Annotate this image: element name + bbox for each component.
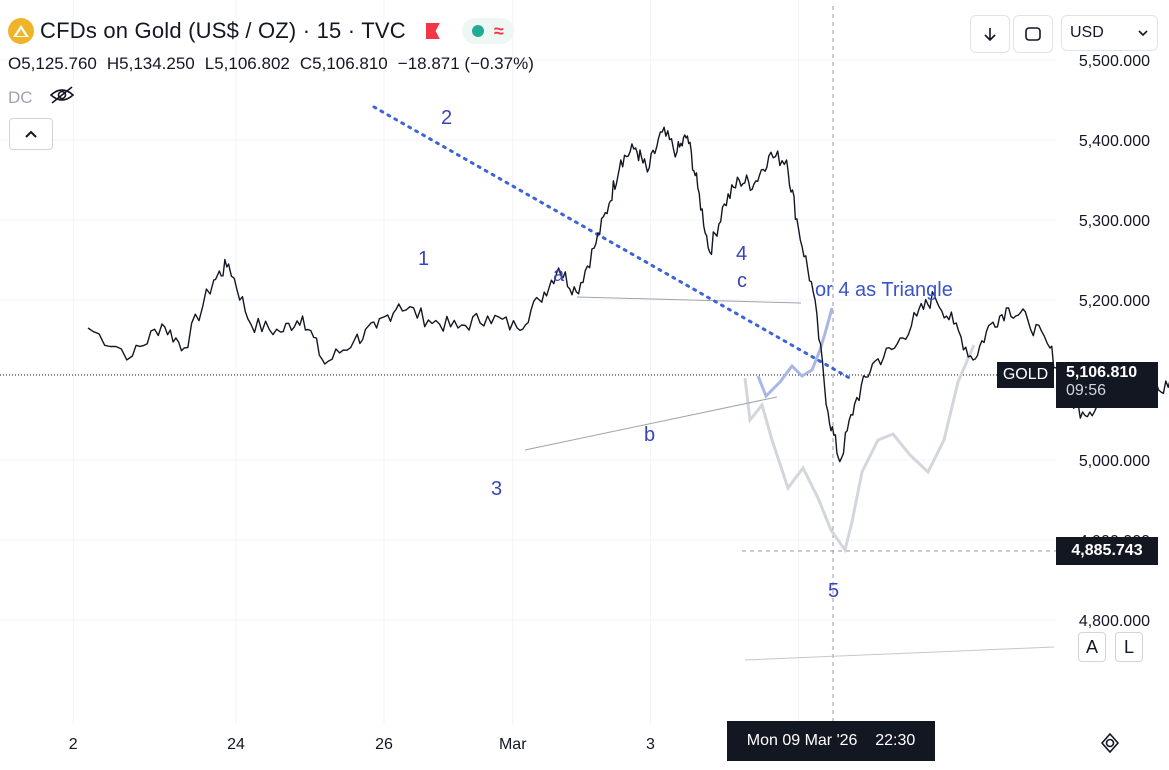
symbol-title[interactable]: CFDs on Gold (US$ / OZ) · 15 · TVC	[40, 18, 406, 43]
y-tick-label: 5,400.000	[1079, 133, 1150, 150]
x-tick-label: Mar	[499, 736, 527, 753]
eye-hidden-icon[interactable]	[49, 85, 75, 110]
y-tick-label: 5,500.000	[1079, 53, 1150, 70]
chart-settings-button[interactable]	[1097, 730, 1123, 756]
x-tick-label: 2	[69, 736, 78, 753]
wave-icon: ≈	[493, 21, 504, 41]
y-tick-label: 5,200.000	[1079, 293, 1150, 310]
crosshair-price-badge: 4,885.743	[1056, 537, 1158, 565]
chevron-down-icon	[1138, 30, 1148, 37]
fullscreen-button[interactable]	[1013, 15, 1053, 53]
wave-label-1: 1	[418, 248, 430, 270]
countdown-value: 09:56	[1066, 382, 1107, 399]
auto-scale-button[interactable]: A	[1078, 632, 1106, 662]
trendline-dotted	[372, 105, 855, 382]
y-tick-label: 5,000.000	[1079, 453, 1150, 470]
flag-icon[interactable]	[425, 23, 440, 39]
ohlc-legend: O5,125.760 H5,134.250 L5,106.802 C5,106.…	[8, 54, 534, 74]
ohlc-change: −18.871 (−0.37%)	[397, 54, 534, 73]
arrow-down-icon	[984, 28, 996, 42]
channel-line	[744, 646, 1055, 661]
alt-count-label: or 4 as Triangle	[815, 279, 953, 301]
x-tick-label: 3	[646, 736, 655, 753]
dc-indicator-label[interactable]: DC	[8, 87, 33, 107]
last-price-value: 5,106.810	[1066, 364, 1138, 381]
currency-value: USD	[1070, 24, 1104, 41]
symbol-badge: GOLD	[997, 362, 1054, 388]
x-tick-label: 24	[227, 736, 245, 753]
symbol-logo-icon[interactable]	[8, 18, 34, 44]
ohlc-close: C5,106.810	[299, 54, 388, 73]
grid	[0, 0, 1056, 725]
currency-select[interactable]: USD	[1061, 15, 1158, 51]
y-tick-label: 5,300.000	[1079, 213, 1150, 230]
wave-label-5: 5	[828, 580, 840, 602]
ohlc-low: L5,106.802	[204, 54, 290, 73]
projection-grey-path	[743, 344, 976, 554]
indicator-row: DC	[8, 85, 75, 110]
x-tick-label: 26	[375, 736, 393, 753]
price-series-line	[87, 126, 1169, 463]
fullscreen-icon	[1025, 27, 1041, 41]
download-button[interactable]	[970, 15, 1010, 53]
triangle-upper-boundary	[576, 296, 802, 304]
wave-label-2: 2	[441, 107, 453, 129]
symbol-header: CFDs on Gold (US$ / OZ) · 15 · TVC ≈	[8, 18, 514, 44]
projection-blue-path	[756, 307, 834, 399]
y-tick-label: 4,800.000	[1079, 613, 1150, 630]
ohlc-open: O5,125.760	[8, 54, 97, 73]
collapse-legend-button[interactable]	[9, 118, 53, 150]
log-scale-button[interactable]: L	[1115, 632, 1143, 662]
x-axis[interactable]: 22426Mar3512	[69, 736, 1169, 753]
market-open-icon	[471, 25, 484, 37]
wave-label-a: a	[553, 264, 565, 286]
wave-label-3: 3	[491, 478, 503, 500]
gear-icon	[1100, 732, 1120, 754]
chevron-up-icon	[25, 130, 37, 138]
wave-label-b: b	[644, 424, 656, 446]
crosshair-time-badge: Mon 09 Mar '26 22:30	[727, 721, 935, 761]
ohlc-high: H5,134.250	[106, 54, 195, 73]
market-status-pill[interactable]: ≈	[461, 18, 514, 44]
triangle-lower-boundary	[524, 396, 778, 451]
wave-label-4: 4	[736, 243, 748, 265]
last-price-badge: 5,106.810 09:56	[1056, 362, 1158, 408]
wave-label-c: c	[737, 270, 747, 292]
